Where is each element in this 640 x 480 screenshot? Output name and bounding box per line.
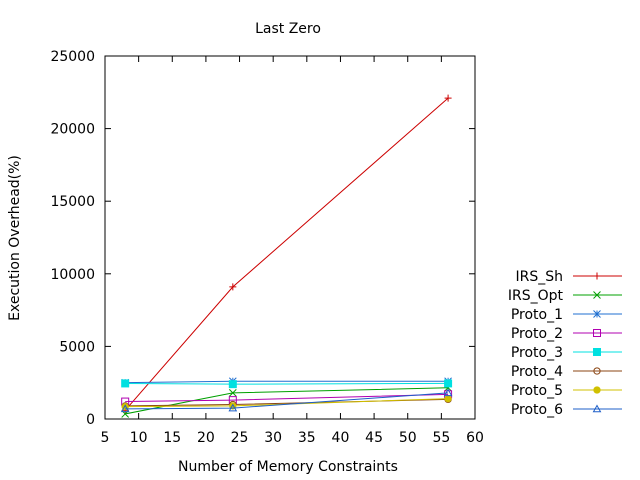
chart-title: Last Zero bbox=[255, 21, 321, 37]
series-proto_6 bbox=[120, 388, 453, 413]
legend-item: IRS_Opt bbox=[508, 288, 622, 304]
data-point bbox=[444, 94, 452, 102]
legend-marker bbox=[593, 329, 601, 337]
x-tick-label: 15 bbox=[163, 430, 181, 446]
legend-item: Proto_3 bbox=[511, 345, 622, 361]
x-tick-label: 10 bbox=[130, 430, 148, 446]
legend-item: Proto_4 bbox=[511, 364, 622, 380]
y-tick-label: 20000 bbox=[50, 122, 95, 138]
x-tick-label: 40 bbox=[332, 430, 350, 446]
data-point bbox=[120, 404, 130, 413]
legend-marker bbox=[593, 367, 601, 375]
y-tick-label: 10000 bbox=[50, 267, 95, 283]
x-axis-label: Number of Memory Constraints bbox=[178, 459, 398, 475]
legend-label: Proto_4 bbox=[511, 364, 563, 380]
series-line bbox=[125, 392, 449, 410]
legend-marker bbox=[593, 272, 601, 280]
data-point bbox=[228, 389, 237, 397]
legend: IRS_Sh IRS_Opt Proto_1 Proto_2 Proto_3 Proto_… bbox=[508, 269, 622, 418]
legend-item: Proto_1 bbox=[511, 307, 622, 323]
plot-frame bbox=[104, 55, 476, 420]
x-tick-label: 60 bbox=[466, 430, 484, 446]
series-line bbox=[125, 393, 449, 403]
legend-marker bbox=[593, 386, 601, 394]
legend-marker bbox=[592, 404, 602, 413]
legend-marker bbox=[593, 291, 601, 299]
series-line bbox=[125, 380, 449, 384]
y-tick-label: 25000 bbox=[50, 49, 95, 65]
legend-item: IRS_Sh bbox=[515, 269, 622, 285]
legend-label: Proto_2 bbox=[511, 326, 563, 342]
series-proto_1 bbox=[121, 377, 452, 387]
legend-label: IRS_Sh bbox=[515, 269, 563, 285]
series-line bbox=[124, 97, 449, 411]
legend-item: Proto_2 bbox=[511, 326, 622, 342]
data-point bbox=[443, 388, 453, 397]
legend-label: IRS_Opt bbox=[508, 288, 564, 304]
y-tick-label: 5000 bbox=[59, 339, 95, 355]
data-point bbox=[228, 403, 238, 412]
x-tick-label: 50 bbox=[399, 430, 417, 446]
legend-label: Proto_1 bbox=[511, 307, 563, 323]
series-line bbox=[125, 382, 449, 385]
legend-label: Proto_5 bbox=[511, 383, 563, 399]
series-proto_5 bbox=[121, 395, 452, 411]
data-point bbox=[228, 380, 237, 389]
x-tick-label: 45 bbox=[365, 430, 383, 446]
series-layer bbox=[120, 94, 453, 418]
y-tick-label: 15000 bbox=[50, 194, 95, 210]
legend-marker bbox=[593, 348, 601, 356]
data-point bbox=[229, 283, 237, 291]
data-point bbox=[444, 395, 452, 403]
data-point bbox=[121, 379, 130, 388]
x-tick-label: 35 bbox=[298, 430, 316, 446]
legend-item: Proto_5 bbox=[511, 383, 622, 399]
x-tick-label: 5 bbox=[101, 430, 110, 446]
series-irs_sh bbox=[121, 94, 452, 414]
axis-ticks: 5 10 15 20 25 30 35 40 45 50 55 60 0 5000 10000 15000 20… bbox=[50, 49, 483, 446]
legend-label: Proto_6 bbox=[511, 402, 563, 418]
data-point bbox=[444, 379, 453, 388]
x-tick-label: 20 bbox=[197, 430, 215, 446]
legend-item: Proto_6 bbox=[511, 402, 622, 418]
legend-label: Proto_3 bbox=[511, 345, 563, 361]
y-axis-label: Execution Overhead(%) bbox=[7, 155, 23, 321]
x-tick-label: 55 bbox=[432, 430, 450, 446]
legend-marker bbox=[593, 310, 601, 318]
series-proto_3 bbox=[121, 379, 453, 389]
x-tick-label: 25 bbox=[231, 430, 249, 446]
x-tick-label: 30 bbox=[264, 430, 282, 446]
y-tick-label: 0 bbox=[86, 412, 95, 428]
